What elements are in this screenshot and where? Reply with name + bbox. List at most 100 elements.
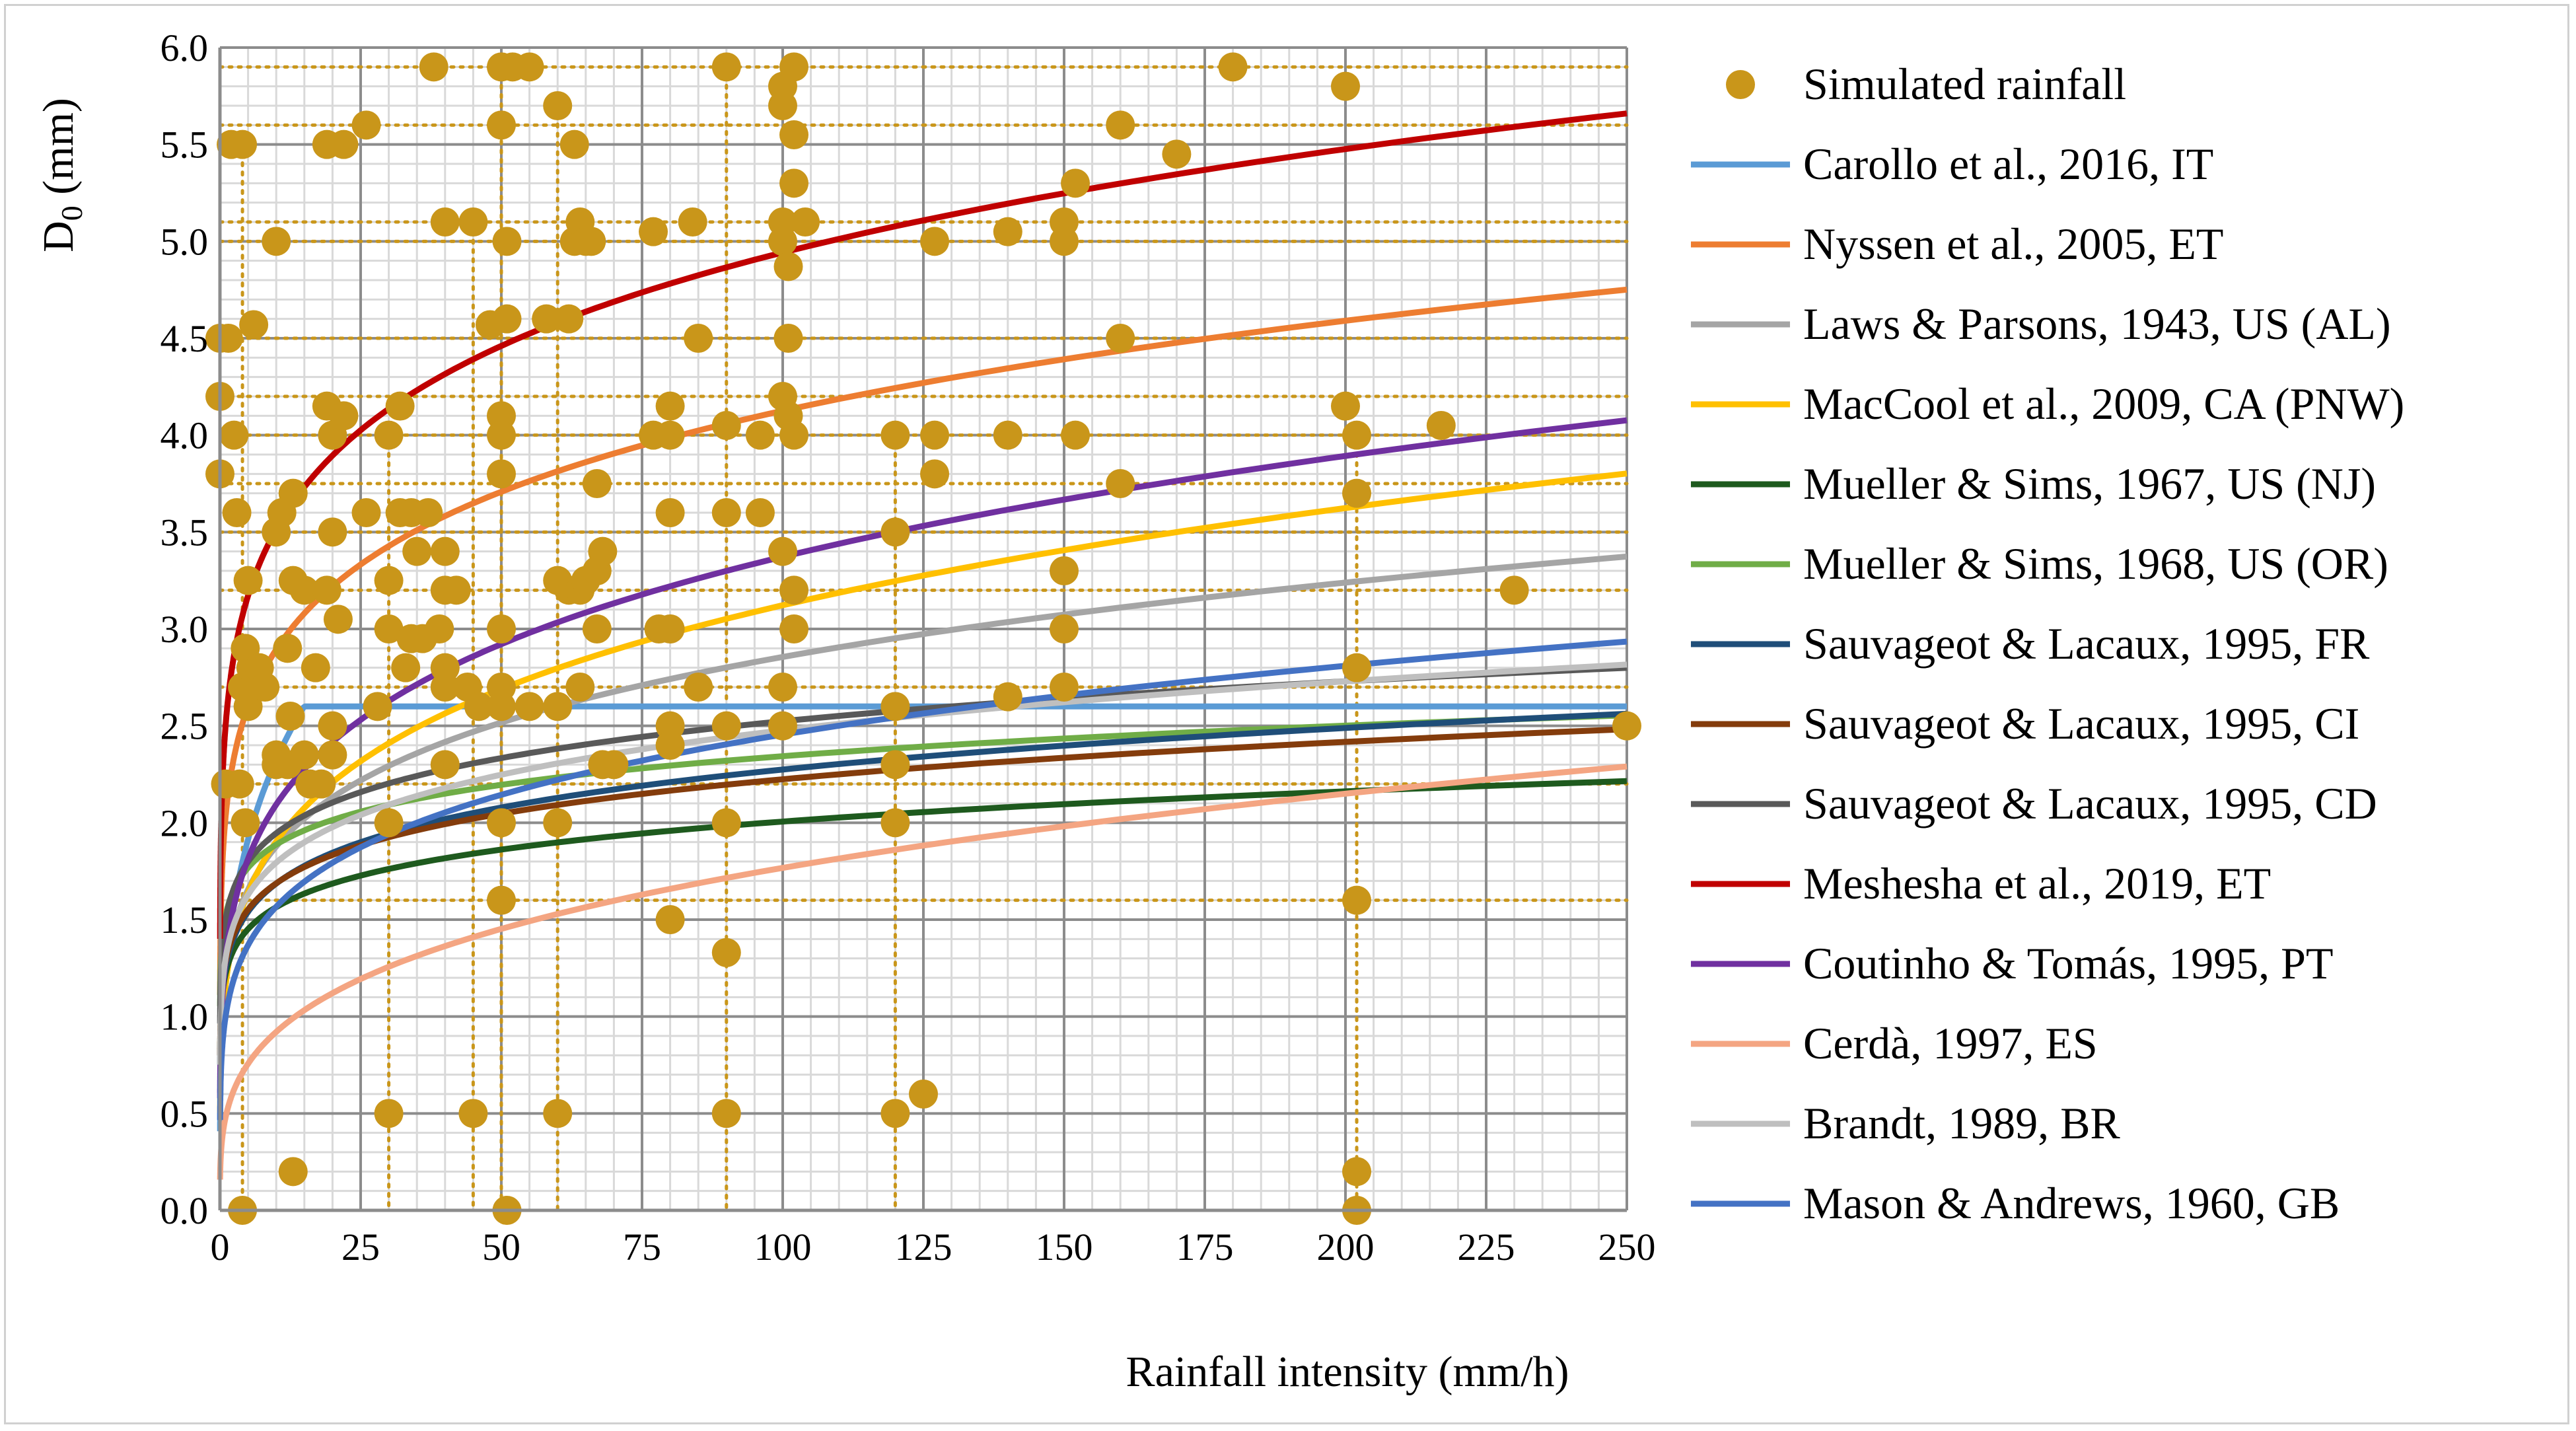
x-tick-label: 200: [1317, 1226, 1375, 1268]
scatter-point: [430, 673, 460, 702]
scatter-point: [1499, 575, 1529, 605]
scatter-point: [711, 498, 741, 527]
scatter-point: [768, 673, 797, 702]
scatter-point: [374, 1099, 404, 1128]
scatter-point: [779, 52, 809, 82]
y-tick-label: 0.5: [161, 1092, 209, 1135]
scatter-point: [1050, 673, 1079, 702]
y-axis-title-unit: (mm): [34, 98, 83, 205]
scatter-point: [880, 750, 910, 780]
scatter-point: [993, 682, 1022, 712]
scatter-point: [993, 217, 1022, 246]
scatter-point: [779, 120, 809, 149]
scatter-point: [909, 1080, 938, 1109]
scatter-point: [1426, 411, 1456, 440]
axes: 0 25 50 75 100 125 150 175 200 225 250 0.0 0.5 1.0 1.5…: [161, 26, 1656, 1268]
x-tick-label: 50: [482, 1226, 520, 1268]
scatter-point: [1331, 391, 1360, 421]
scatter-point: [1342, 885, 1372, 915]
legend-label-5: Mueller & Sims, 1967, US (NJ): [1803, 459, 2376, 509]
scatter-point: [554, 304, 584, 334]
scatter-point: [711, 52, 741, 82]
scatter-point: [289, 575, 319, 605]
scatter-point: [779, 420, 809, 450]
scatter-point: [1050, 614, 1079, 643]
y-tick-label: 4.5: [161, 317, 209, 360]
legend-label-7: Sauvageot & Lacaux, 1995, FR: [1803, 618, 2370, 669]
x-tick-label: 100: [754, 1226, 812, 1268]
scatter-point: [306, 769, 336, 799]
scatter-point: [515, 692, 544, 721]
scatter-point: [262, 227, 291, 256]
x-tick-label: 225: [1458, 1226, 1515, 1268]
scatter-point: [1061, 420, 1091, 450]
scatter-point: [791, 207, 820, 237]
scatter-point: [880, 517, 910, 547]
scatter-point: [655, 731, 685, 760]
scatter-point: [487, 614, 516, 643]
scatter-point: [273, 634, 303, 663]
scatter-point: [430, 536, 460, 566]
scatter-point: [565, 673, 595, 702]
y-tick-label: 1.0: [161, 996, 209, 1039]
scatter-point: [920, 459, 950, 489]
scatter-point: [222, 498, 252, 527]
y-tick-label: 2.0: [161, 801, 209, 844]
x-tick-label: 150: [1036, 1226, 1093, 1268]
scatter-point: [225, 769, 254, 799]
scatter-point: [588, 536, 618, 566]
scatter-point: [993, 420, 1022, 450]
scatter-point: [318, 517, 347, 547]
scatter-point: [1342, 478, 1372, 508]
scatter-point: [655, 498, 685, 527]
scatter-point: [430, 207, 460, 237]
scatter-point: [880, 692, 910, 721]
scatter-point: [582, 469, 612, 498]
scatter-point: [1050, 227, 1079, 256]
scatter-point: [678, 207, 707, 237]
scatter-point: [543, 91, 573, 120]
scatter-point: [487, 459, 516, 489]
scatter-point: [233, 566, 263, 595]
scatter-point: [543, 1099, 573, 1128]
scatter-point: [1342, 653, 1372, 682]
scatter-point: [745, 498, 775, 527]
scatter-point: [351, 110, 381, 140]
scatter-point: [773, 324, 803, 353]
y-tick-label: 2.5: [161, 705, 209, 748]
scatter-point: [684, 324, 713, 353]
x-tick-label: 75: [623, 1226, 661, 1268]
legend-label-11: Coutinho & Tomás, 1995, PT: [1803, 938, 2334, 988]
scatter-point: [250, 673, 280, 702]
scatter-point: [289, 740, 319, 770]
x-axis-title: Rainfall intensity (mm/h): [1126, 1348, 1569, 1396]
scatter-point: [464, 692, 493, 721]
scatter-point: [213, 324, 243, 353]
scatter-point: [329, 129, 359, 159]
scatter-point: [487, 110, 516, 140]
scatter-point: [351, 498, 381, 527]
scatter-point: [880, 420, 910, 450]
scatter-point: [487, 808, 516, 838]
scatter-point: [920, 227, 950, 256]
legend-label-2: Nyssen et al., 2005, ET: [1803, 219, 2223, 269]
scatter-point: [278, 1157, 308, 1187]
scatter-point: [402, 536, 432, 566]
scatter-point: [559, 129, 589, 159]
scatter-point: [655, 614, 685, 643]
scatter-point: [711, 411, 741, 440]
legend-label-6: Mueller & Sims, 1968, US (OR): [1803, 538, 2388, 589]
scatter-point: [487, 420, 516, 450]
legend: Simulated rainfall Carollo et al., 2016, …: [1691, 59, 2404, 1228]
scatter-point: [374, 808, 404, 838]
scatter-point: [239, 310, 269, 340]
scatter-point: [219, 420, 249, 450]
scatter-point: [745, 420, 775, 450]
legend-label-13: Brandt, 1989, BR: [1803, 1098, 2120, 1148]
scatter-point: [768, 227, 797, 256]
scatter-point: [515, 52, 544, 82]
legend-label-scatter: Simulated rainfall: [1803, 59, 2126, 109]
scatter-point: [363, 692, 392, 721]
scatter-point: [318, 711, 347, 741]
scatter-point: [301, 653, 330, 682]
